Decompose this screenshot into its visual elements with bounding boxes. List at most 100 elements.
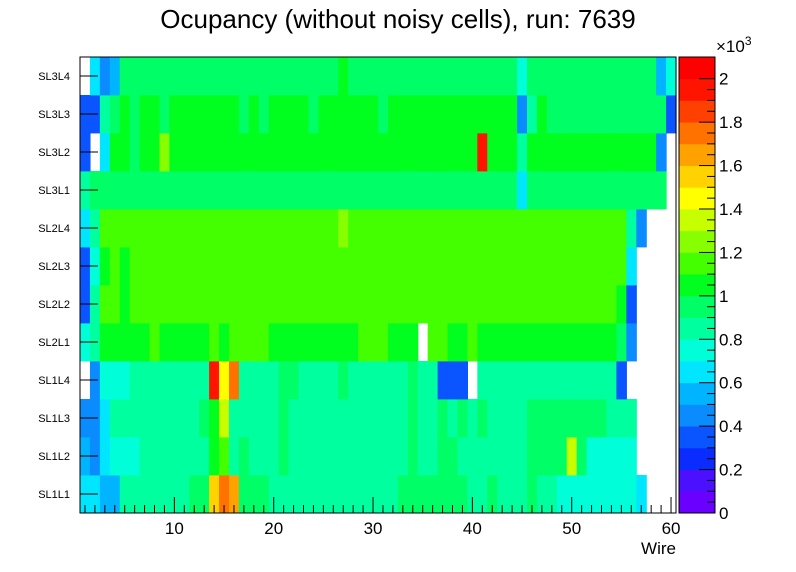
heatmap-cell <box>328 437 339 476</box>
heatmap-cell <box>199 133 210 172</box>
heatmap-cell <box>507 475 518 514</box>
heatmap-cell <box>556 57 568 96</box>
heatmap-cell <box>348 95 359 134</box>
heatmap-cell <box>298 95 310 134</box>
heatmap-cell <box>407 209 419 248</box>
heatmap-cell <box>318 171 329 210</box>
heatmap-cell <box>318 247 329 286</box>
heatmap-cell <box>626 171 637 210</box>
heatmap-cell <box>159 57 170 96</box>
heatmap-cell <box>427 437 439 476</box>
heatmap-cell <box>606 285 617 324</box>
heatmap-cell <box>586 361 598 400</box>
heatmap-cell <box>576 285 588 324</box>
heatmap-cell <box>348 475 359 514</box>
heatmap-cell <box>626 399 637 438</box>
heatmap-cell <box>119 171 131 210</box>
heatmap-cell <box>248 285 260 324</box>
heatmap-cell <box>636 133 647 172</box>
heatmap-cell <box>437 437 449 476</box>
heatmap-cells <box>80 57 677 514</box>
colorbar-bin <box>679 187 715 210</box>
heatmap-cell <box>626 57 637 96</box>
heatmap-cell <box>616 475 627 514</box>
heatmap-cell <box>447 247 459 286</box>
heatmap-cell <box>586 133 598 172</box>
heatmap-cell <box>99 95 111 134</box>
heatmap-cell <box>417 95 429 134</box>
heatmap-cell <box>497 209 508 248</box>
heatmap-cell <box>447 475 459 514</box>
heatmap-cell <box>159 323 170 362</box>
heatmap-cell <box>566 247 578 286</box>
heatmap-cell <box>348 399 359 438</box>
heatmap-cell <box>447 323 459 362</box>
heatmap-cell <box>447 57 459 96</box>
heatmap-cell <box>527 95 538 134</box>
heatmap-cell <box>119 437 131 476</box>
heatmap-cell <box>546 285 558 324</box>
colorbar-bin <box>679 57 715 80</box>
heatmap-cell <box>387 475 399 514</box>
heatmap-cell <box>368 475 379 514</box>
heatmap-cell <box>159 399 170 438</box>
heatmap-cell <box>477 437 488 476</box>
heatmap-cell <box>348 437 359 476</box>
heatmap-cell <box>318 133 329 172</box>
heatmap-cell <box>656 57 667 96</box>
heatmap-cell <box>546 247 558 286</box>
heatmap-cell <box>189 209 200 248</box>
heatmap-cell <box>536 133 548 172</box>
heatmap-cell <box>318 209 329 248</box>
heatmap-cell <box>199 437 210 476</box>
heatmap-cell <box>179 323 190 362</box>
heatmap-cell <box>358 57 369 96</box>
heatmap-cell <box>298 399 310 438</box>
heatmap-cell <box>308 95 319 134</box>
heatmap-cell <box>378 285 389 324</box>
heatmap-cell <box>497 323 508 362</box>
heatmap-cell <box>566 323 578 362</box>
heatmap-cell <box>229 475 240 514</box>
heatmap-cell <box>477 57 488 96</box>
heatmap-cell <box>99 323 111 362</box>
heatmap-cell <box>417 209 429 248</box>
heatmap-cell <box>616 209 627 248</box>
heatmap-cell <box>457 171 468 210</box>
heatmap-cell <box>536 361 548 400</box>
heatmap-cell <box>149 285 161 324</box>
heatmap-cell <box>169 209 180 248</box>
heatmap-cell <box>536 399 548 438</box>
heatmap-cell <box>477 95 488 134</box>
heatmap-cell <box>139 133 151 172</box>
heatmap-cell <box>109 399 121 438</box>
heatmap-cell <box>596 285 608 324</box>
y-tick-label: SL2L3 <box>38 261 70 273</box>
heatmap-cell <box>378 323 389 362</box>
heatmap-cell <box>189 95 200 134</box>
colorbar-tick-label: 1.4 <box>719 200 743 219</box>
heatmap-cell <box>298 475 310 514</box>
heatmap-cell <box>288 475 300 514</box>
heatmap-cell <box>258 247 270 286</box>
heatmap-cell <box>437 209 449 248</box>
heatmap-cell <box>139 323 151 362</box>
heatmap-cell <box>527 209 538 248</box>
heatmap-cell <box>119 285 131 324</box>
heatmap-cell <box>348 361 359 400</box>
heatmap-cell <box>129 57 141 96</box>
heatmap-cell <box>397 285 409 324</box>
heatmap-cell <box>467 171 478 210</box>
heatmap-cell <box>99 399 111 438</box>
heatmap-cell <box>606 209 617 248</box>
heatmap-cell <box>119 57 131 96</box>
heatmap-cell <box>348 209 359 248</box>
heatmap-cell <box>268 209 280 248</box>
heatmap-cell <box>298 437 310 476</box>
heatmap-cell <box>576 209 588 248</box>
heatmap-cell <box>606 399 617 438</box>
heatmap-cell <box>358 247 369 286</box>
heatmap-cell <box>258 437 270 476</box>
heatmap-cell <box>368 57 379 96</box>
heatmap-cell <box>397 361 409 400</box>
